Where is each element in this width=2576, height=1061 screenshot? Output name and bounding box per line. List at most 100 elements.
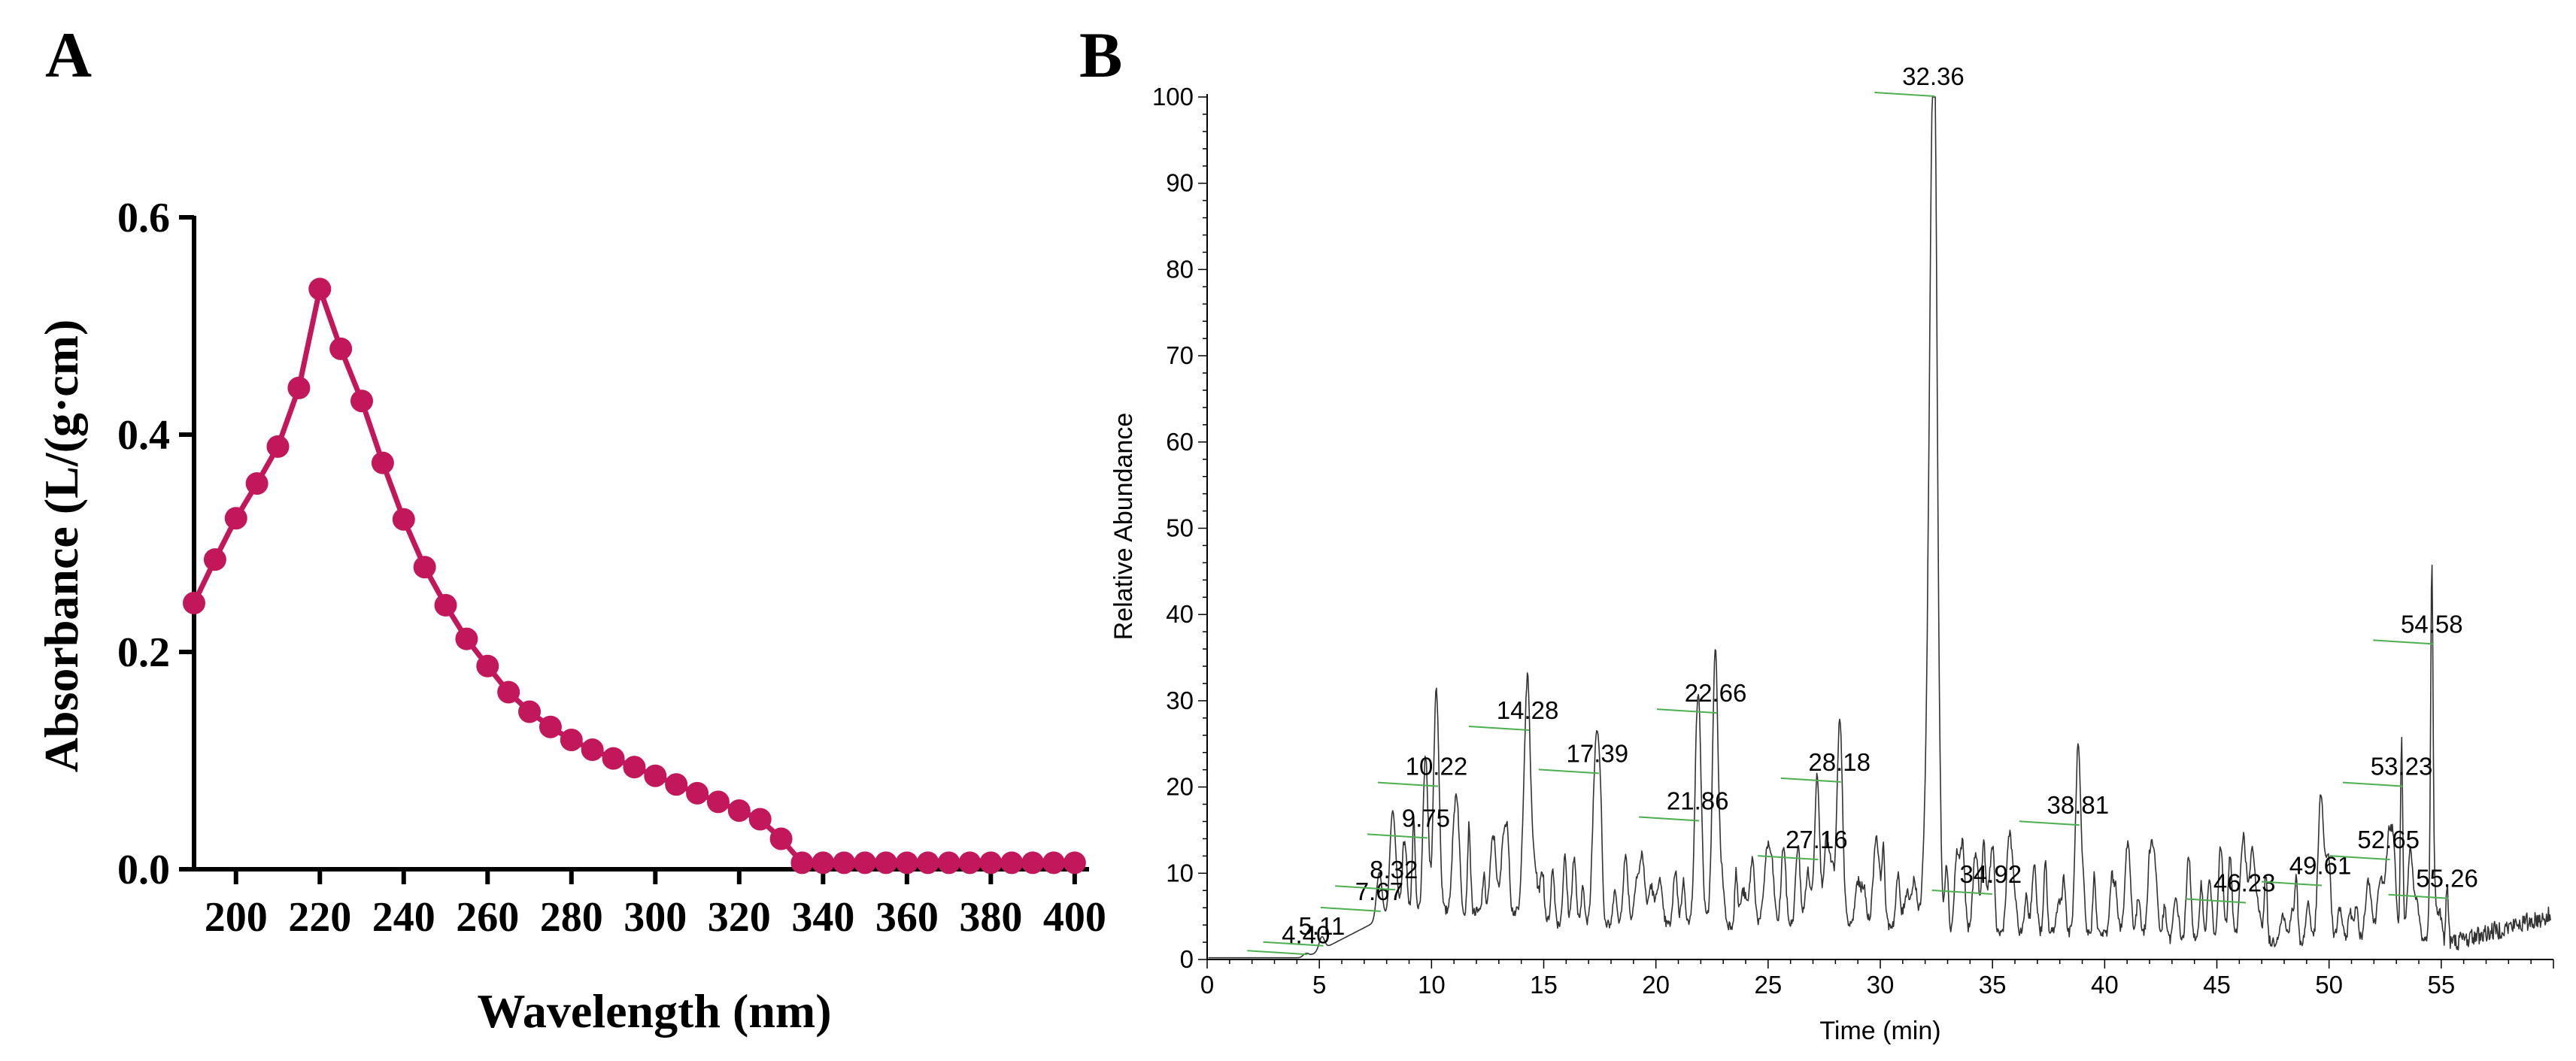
chart-a-y-tick-label: 0.4: [117, 412, 170, 459]
chart-a-data-point: [727, 799, 751, 822]
chart-b-peak-label: 28.18: [1808, 748, 1871, 776]
chart-b-x-tick-label: 45: [2203, 971, 2231, 999]
chart-a-x-tick-label: 280: [540, 894, 603, 941]
chart-a-data-point: [665, 773, 688, 796]
chart-b-x-tick-label: 15: [1530, 971, 1558, 999]
chart-a-absorbance-spectrum: Wavelength (nm) Absorbance (L/(g·cm) 0.0…: [35, 195, 1106, 1038]
chart-b-peak-marker: [1874, 92, 1935, 97]
chart-a-data-point: [413, 556, 436, 579]
chart-b-peak-marker: [2373, 639, 2434, 645]
chart-b-x-tick-label: 30: [1867, 971, 1895, 999]
chart-a-data-point: [958, 851, 982, 875]
chart-b-y-tick-label: 80: [1166, 255, 1194, 283]
chart-b-peak-label: 9.75: [1402, 804, 1450, 832]
chart-a-data-point: [623, 756, 646, 779]
chart-b-y-tick-label: 90: [1166, 169, 1194, 197]
chart-a-data-point: [937, 851, 960, 875]
chart-b-y-axis-title: Relative Abundance: [1109, 413, 1138, 640]
chart-b-peak-label: 46.23: [2213, 869, 2276, 896]
chart-a-data-point: [1042, 851, 1065, 875]
chart-b-x-tick-label: 25: [1754, 971, 1782, 999]
chart-a-data-point: [916, 851, 939, 875]
chart-b-peak-marker: [2329, 855, 2390, 861]
chart-a-data-point: [644, 764, 667, 787]
chart-b-y-tick-label: 30: [1166, 687, 1194, 714]
chart-b-peak-marker: [1468, 726, 1530, 732]
panel-label-b: B: [1079, 19, 1122, 91]
chart-b-x-tick-label: 50: [2315, 971, 2343, 999]
chart-a-y-tick-label: 0.0: [117, 847, 170, 893]
chart-b-y-tick-label: 70: [1166, 341, 1194, 369]
chart-b-y-tick-label: 50: [1166, 514, 1194, 542]
chart-a-data-point: [392, 508, 415, 531]
chart-a-x-tick-label: 380: [959, 894, 1022, 941]
chart-b-peak-label: 10.22: [1406, 753, 1468, 781]
chart-a-data-point: [1063, 851, 1086, 875]
chart-a-data-point: [203, 548, 226, 571]
chart-a-x-tick-label: 220: [288, 894, 351, 941]
chart-a-data-point: [350, 390, 374, 413]
chart-b-peak-label: 52.65: [2357, 826, 2420, 853]
chart-b-peak-marker: [2019, 820, 2080, 826]
chart-a-data-point: [854, 851, 877, 875]
chart-a-data-point: [1021, 851, 1045, 875]
chart-a-data-point: [245, 472, 269, 496]
chart-a-data-point: [581, 738, 604, 762]
chart-b-trace: [1208, 96, 2551, 959]
chart-b-peak-marker: [1538, 768, 1599, 775]
chart-a-x-tick-label: 400: [1043, 894, 1106, 941]
chart-a-x-tick-label: 260: [456, 894, 519, 941]
chart-a-data-point: [895, 851, 918, 875]
chart-b-peak-label: 54.58: [2401, 610, 2463, 638]
chart-b-x-tick-label: 40: [2091, 971, 2119, 999]
chart-b-peak-marker: [1758, 855, 1819, 861]
chart-b-peak-label: 5.11: [1299, 912, 1346, 940]
chart-b-x-tick-label: 0: [1200, 971, 1214, 999]
chart-a-data-point: [455, 627, 478, 650]
chart-b-peak-label: 49.61: [2289, 852, 2352, 880]
chart-a-data-point: [833, 851, 856, 875]
chart-b-peak-label: 38.81: [2047, 791, 2110, 819]
chart-b-x-tick-label: 55: [2427, 971, 2455, 999]
chart-b-peak-label: 53.23: [2371, 753, 2433, 781]
chart-a-data-point: [476, 654, 499, 678]
chart-b-x-tick-label: 5: [1312, 971, 1326, 999]
chart-a-data-point: [329, 337, 353, 360]
chart-b-peak-marker: [2186, 898, 2247, 904]
chart-b-peak-marker: [1263, 941, 1324, 947]
chart-a-data-point: [539, 715, 562, 738]
chart-a-data-point: [686, 781, 709, 805]
chart-b-peak-label: 34.92: [1959, 860, 2022, 888]
chart-b-peak-marker: [2388, 893, 2449, 899]
chart-b-x-tick-label: 20: [1642, 971, 1670, 999]
chart-b-peak-marker: [2261, 881, 2323, 887]
panel-label-a: A: [45, 19, 92, 91]
chart-a-data-point: [434, 593, 457, 617]
chart-a-data-point: [497, 681, 520, 704]
chart-a-data-point: [266, 435, 290, 458]
chart-a-data-point: [287, 376, 311, 399]
chart-a-x-tick-label: 240: [372, 894, 435, 941]
chart-b-peak-marker: [1780, 777, 1841, 783]
chart-b-peak-marker: [2342, 781, 2404, 787]
chart-b-y-tick-label: 0: [1180, 945, 1194, 973]
chart-b-peak-marker: [1335, 885, 1396, 891]
chart-b-peak-marker: [1320, 906, 1381, 912]
chart-b-peak-marker: [1639, 816, 1700, 822]
chart-b-chromatogram: Time (min) Relative Abundance 0 10 20 30 40 5…: [1109, 62, 2554, 1045]
chart-a-data-point: [1000, 851, 1024, 875]
chart-a-y-tick-label: 0.6: [117, 195, 170, 241]
chart-b-peak-label: 32.36: [1902, 62, 1965, 90]
chart-a-data-point: [979, 851, 1003, 875]
chart-a-data-point: [602, 747, 625, 770]
chart-b-peak-marker: [1247, 950, 1308, 956]
chart-b-peak-label: 17.39: [1567, 739, 1629, 767]
chart-b-peak-marker: [1367, 833, 1428, 839]
chart-a-x-axis-title: Wavelength (nm): [477, 984, 831, 1038]
chart-b-y-tick-label: 20: [1166, 773, 1194, 801]
chart-a-data-point: [371, 451, 394, 474]
chart-b-x-tick-label: 10: [1418, 971, 1446, 999]
chart-a-data-point: [308, 277, 332, 301]
chart-b-peak-label: 27.16: [1786, 826, 1848, 853]
